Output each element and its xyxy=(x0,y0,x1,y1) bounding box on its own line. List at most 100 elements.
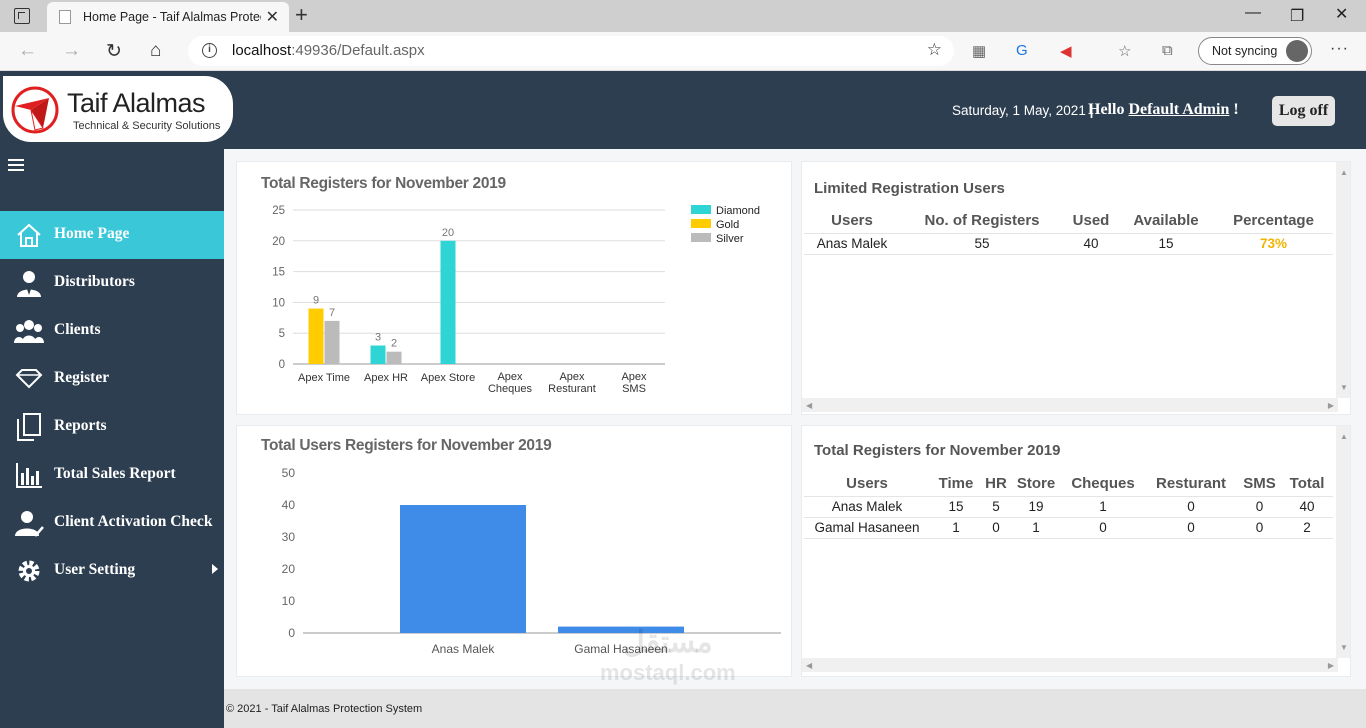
url-text[interactable]: localhost:49936/Default.aspx xyxy=(232,42,425,59)
gear-icon xyxy=(18,560,40,582)
extension-icon[interactable]: ▦ xyxy=(972,43,987,60)
horizontal-scrollbar[interactable]: ◀ ▶ xyxy=(802,658,1338,672)
y-tick-label: 15 xyxy=(272,267,285,279)
sidebar-item-reports[interactable]: Reports xyxy=(0,403,224,451)
address-bar[interactable]: i localhost:49936/Default.aspx ☆ xyxy=(188,36,954,66)
column-header[interactable]: Users xyxy=(846,475,888,493)
bar-value-label: 9 xyxy=(313,295,319,307)
user-tie-icon xyxy=(17,271,41,297)
sidebar-item-label: Register xyxy=(54,369,110,386)
bar xyxy=(308,308,324,364)
x-tick-label: Apex Store xyxy=(421,372,475,384)
sidebar-item-user-setting[interactable]: User Setting xyxy=(0,547,224,595)
column-header[interactable]: SMS xyxy=(1243,475,1276,493)
refresh-icon[interactable]: ↻ xyxy=(106,41,122,62)
chart-title: Total Registers for November 2019 xyxy=(261,175,506,192)
back-icon[interactable]: ← xyxy=(18,40,37,61)
column-header[interactable]: Percentage xyxy=(1233,212,1314,230)
tab-close-icon[interactable]: ✕ xyxy=(265,9,279,26)
page-favicon-icon xyxy=(59,10,71,24)
chart-title: Total Users Registers for November 2019 xyxy=(261,437,552,454)
column-header[interactable]: Available xyxy=(1133,212,1199,230)
logo[interactable]: Taif Alalmas Technical & Security Soluti… xyxy=(3,76,233,142)
user-link[interactable]: Default Admin xyxy=(1128,101,1230,118)
legend-swatch xyxy=(691,233,711,242)
column-header[interactable]: Store xyxy=(1016,475,1056,493)
bar xyxy=(400,505,526,633)
table-cell: 1 xyxy=(1010,516,1062,539)
grid-title: Limited Registration Users xyxy=(814,180,1005,197)
profile-avatar xyxy=(1286,40,1308,62)
sync-button[interactable]: Not syncing xyxy=(1198,37,1312,65)
column-header[interactable]: Time xyxy=(938,475,974,493)
site-info-icon[interactable]: i xyxy=(202,43,217,58)
x-tick-label: Anas Malek xyxy=(432,642,496,656)
legend-label: Gold xyxy=(716,219,739,231)
restore-icon[interactable]: ❐ xyxy=(1290,8,1305,25)
bar xyxy=(558,626,684,633)
bar-value-label: 7 xyxy=(329,307,335,319)
column-header[interactable]: Users xyxy=(831,212,873,230)
table-row[interactable]: Gamal Hasaneen 1 0 1 0 0 0 2 xyxy=(804,516,1333,539)
users-bar-chart: 0 10 20 30 40 50 Anas Malek Gamal Hasaneen xyxy=(282,466,781,656)
sidebar-item-total-sales-report[interactable]: Total Sales Report xyxy=(0,451,224,499)
favorite-star-icon[interactable]: ☆ xyxy=(926,40,942,59)
column-header[interactable]: Cheques xyxy=(1071,475,1135,493)
x-tick-label: Apex xyxy=(621,371,647,383)
table-cell: 0 xyxy=(1238,516,1281,539)
table-cell: 0 xyxy=(982,516,1010,539)
close-window-icon[interactable]: ✕ xyxy=(1335,6,1349,23)
new-tab-icon[interactable]: + xyxy=(295,2,308,27)
table-cell: 15 xyxy=(930,495,982,518)
sidebar-item-label: Distributors xyxy=(54,273,135,290)
column-header[interactable]: HR xyxy=(985,475,1007,493)
total-registers-panel: Total Registers for November 2019 Users T… xyxy=(801,425,1351,677)
table-cell: 0 xyxy=(1062,516,1144,539)
vertical-scrollbar[interactable]: ▲ ▼ xyxy=(1336,426,1350,658)
greeting: Hello Default Admin ! xyxy=(1088,101,1239,118)
home-browser-icon[interactable]: ⌂ xyxy=(150,40,162,61)
bar xyxy=(386,351,402,364)
column-header[interactable]: No. of Registers xyxy=(924,212,1040,230)
browser-tab[interactable]: Home Page - Taif Alalmas Protec ✕ xyxy=(47,2,289,32)
column-header[interactable]: Resturant xyxy=(1155,475,1226,493)
bar xyxy=(370,345,386,364)
sidebar-item-distributors[interactable]: Distributors xyxy=(0,259,224,307)
column-header[interactable]: Total xyxy=(1289,475,1325,493)
current-date: Saturday, 1 May, 2021 | xyxy=(952,103,1094,118)
y-tick-label: 20 xyxy=(282,562,296,576)
table-cell: 15 xyxy=(1118,232,1214,255)
table-cell: 0 xyxy=(1238,495,1281,518)
table-cell: 19 xyxy=(1010,495,1062,518)
sidebar-item-clients[interactable]: Clients xyxy=(0,307,224,355)
minimize-icon[interactable]: — xyxy=(1245,4,1261,21)
favorites-icon[interactable]: ☆ xyxy=(1118,43,1132,60)
table-cell: 73% xyxy=(1214,232,1333,255)
column-header[interactable]: Used xyxy=(1072,212,1110,230)
tab-actions-icon[interactable] xyxy=(14,8,30,24)
collections-icon[interactable]: ⧉ xyxy=(1162,42,1173,59)
y-tick-label: 50 xyxy=(282,466,296,480)
megaphone-icon[interactable]: ◀ xyxy=(1060,43,1072,60)
bar-chart-icon xyxy=(16,463,42,488)
diamond-icon xyxy=(15,369,43,389)
sidebar-item-register[interactable]: Register xyxy=(0,355,224,403)
more-menu-icon[interactable]: ··· xyxy=(1330,40,1349,57)
table-cell: Gamal Hasaneen xyxy=(804,516,930,539)
vertical-scrollbar[interactable]: ▲ ▼ xyxy=(1336,162,1350,398)
table-row[interactable]: Anas Malek 55 40 15 73% xyxy=(804,232,1333,255)
x-tick-label: Gamal Hasaneen xyxy=(574,642,667,656)
translate-icon[interactable]: G xyxy=(1016,42,1028,59)
y-tick-label: 0 xyxy=(279,359,285,371)
table-header-row: Users No. of Registers Used Available Percen… xyxy=(804,209,1333,233)
hamburger-menu-icon[interactable] xyxy=(8,159,24,171)
sidebar-item-home[interactable]: Home Page xyxy=(0,211,224,259)
logoff-button[interactable]: Log off xyxy=(1272,96,1335,126)
table-row[interactable]: Anas Malek 15 5 19 1 0 0 40 xyxy=(804,495,1333,518)
forward-icon[interactable]: → xyxy=(62,40,81,61)
table-cell: Anas Malek xyxy=(804,232,900,255)
sidebar-item-client-activation-check[interactable]: Client Activation Check xyxy=(0,499,224,547)
horizontal-scrollbar[interactable]: ◀ ▶ xyxy=(802,398,1338,412)
table-cell: 0 xyxy=(1144,516,1238,539)
table-cell: 1 xyxy=(1062,495,1144,518)
